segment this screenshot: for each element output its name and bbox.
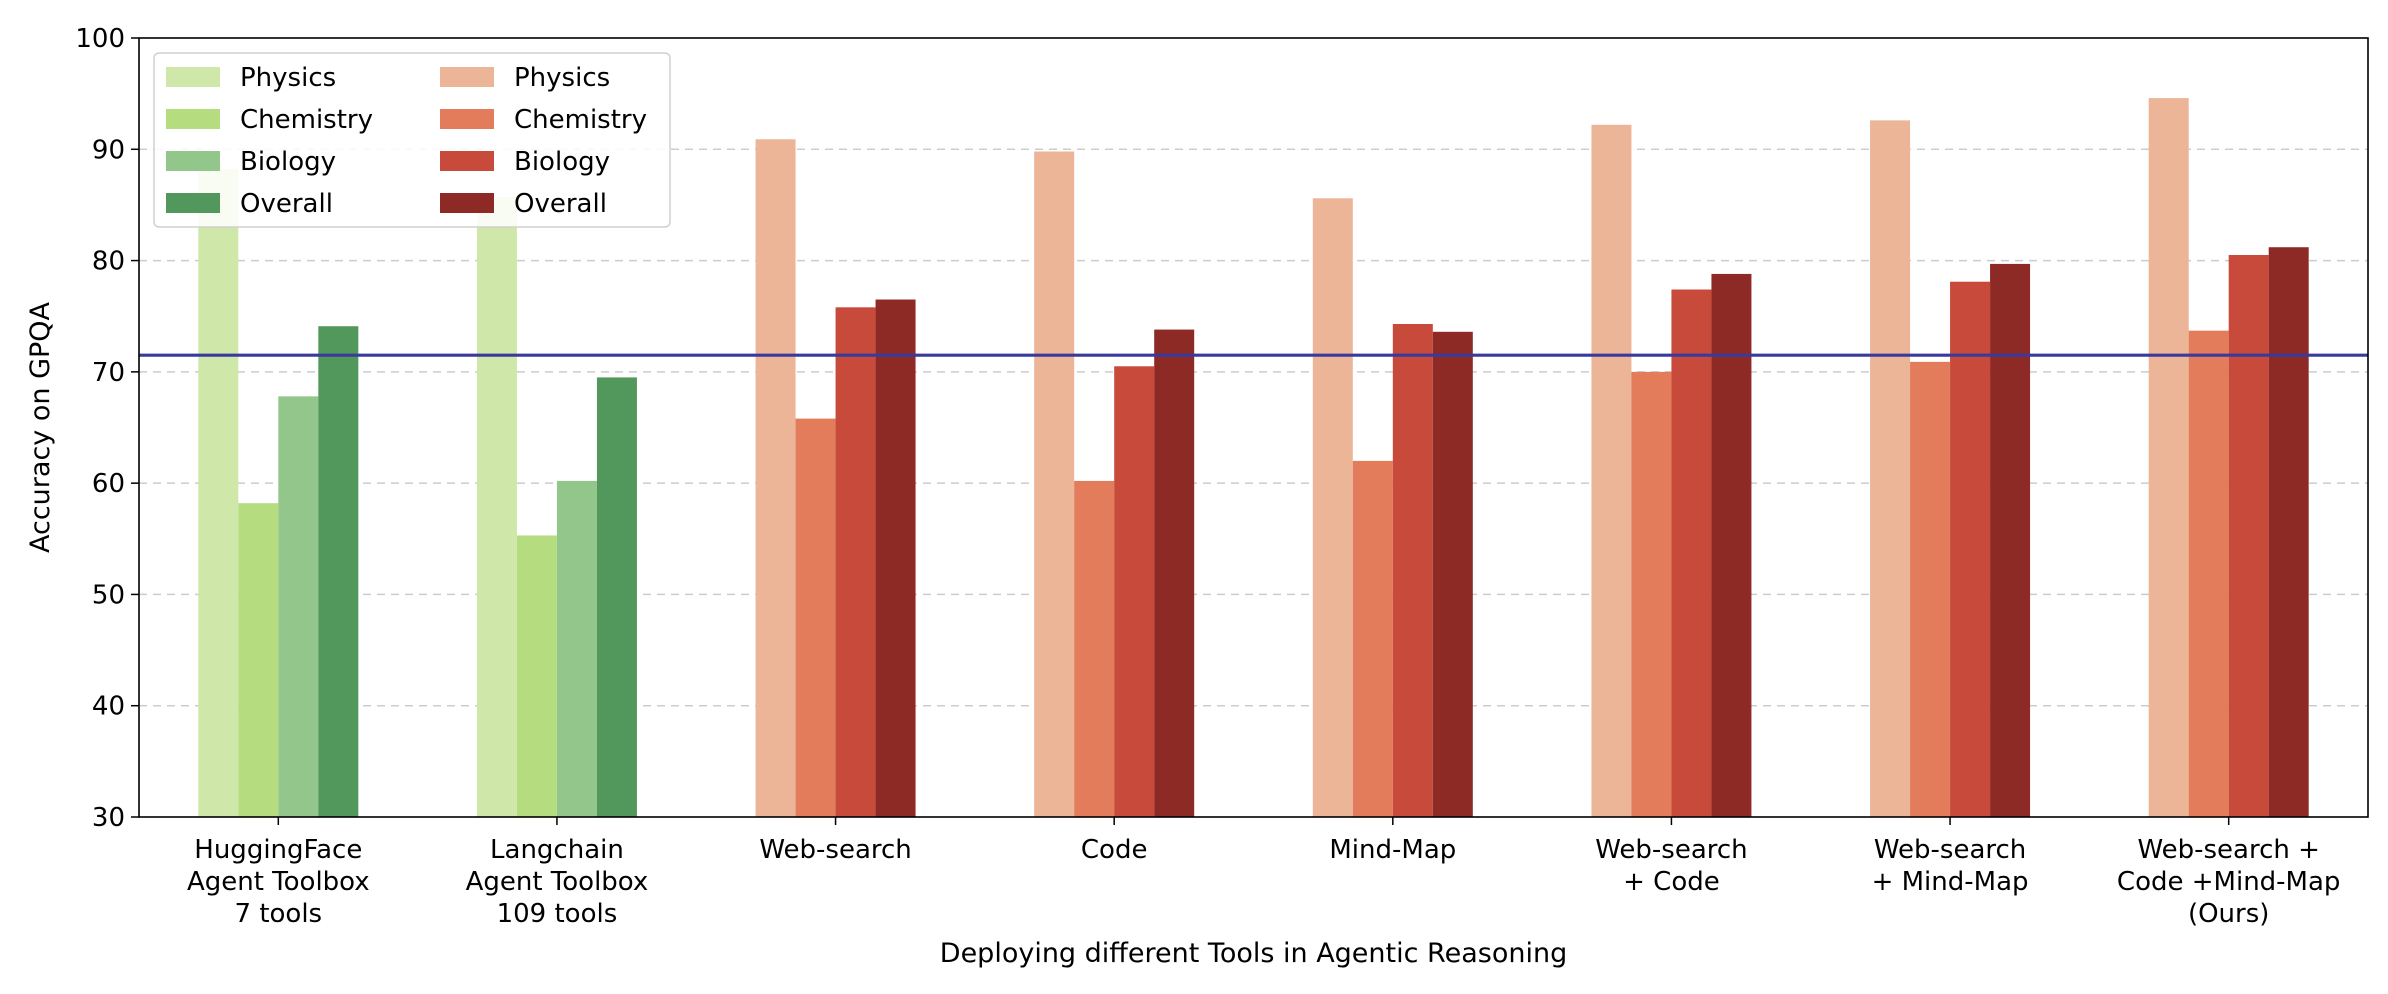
x-tick-label: Web-search [759, 835, 911, 865]
x-tick-label: HuggingFace [194, 835, 362, 865]
y-tick-label: 90 [92, 135, 125, 165]
bar-biology [278, 396, 319, 817]
legend-label: Chemistry [240, 105, 373, 135]
y-tick-label: 60 [92, 469, 125, 499]
bar-overall [596, 377, 637, 817]
y-tick-label: 30 [92, 803, 125, 833]
y-axis-label: Accuracy on GPQA [25, 301, 56, 553]
x-tick-label: Web-search [1874, 835, 2026, 865]
bar-overall [1154, 329, 1195, 817]
plot-frame [138, 37, 2369, 818]
bar-overall [318, 326, 359, 817]
x-tick-label: Langchain [490, 835, 624, 865]
y-tick-label: 40 [92, 692, 125, 722]
bar-chemistry [1352, 460, 1393, 817]
bar-chemistry [1074, 480, 1115, 817]
bar-biology [1114, 366, 1155, 817]
bar-chemistry [516, 535, 557, 817]
bar-chemistry [795, 418, 836, 817]
legend-label: Chemistry [514, 105, 647, 135]
legend-swatch [166, 67, 220, 87]
legend: Physics Chemistry Biology Overall Physics Che… [153, 52, 671, 228]
bar-physics [1591, 124, 1632, 817]
bar-physics [1034, 151, 1075, 818]
legend-swatch [440, 151, 494, 171]
x-tick-label: + Mind-Map [1872, 867, 2029, 897]
x-tick-label: 7 tools [235, 899, 323, 929]
bar-chemistry [1910, 361, 1951, 817]
bar-physics [198, 169, 239, 817]
legend-box [153, 52, 671, 228]
x-tick-label: Code [1081, 835, 1148, 865]
bars [198, 98, 2309, 818]
legend-label: Physics [240, 63, 336, 93]
bar-overall [1990, 263, 2031, 817]
y-tick-label: 80 [92, 247, 125, 277]
bar-chemistry [238, 503, 279, 817]
x-axis-label: Deploying different Tools in Agentic Rea… [940, 938, 1567, 969]
bar-biology [556, 480, 597, 817]
bar-physics [2148, 98, 2189, 817]
bar-overall [1711, 273, 1752, 817]
legend-label: Overall [514, 189, 607, 219]
bar-biology [1950, 281, 1991, 818]
y-tick-label: 70 [92, 358, 125, 388]
y-tick-label: 100 [75, 24, 125, 54]
x-tick-label: (Ours) [2188, 899, 2269, 929]
legend-swatch [166, 151, 220, 171]
bar-chemistry [1631, 371, 1672, 817]
x-tick-label: Code +Mind-Map [2117, 867, 2341, 897]
legend-swatch [166, 109, 220, 129]
x-tick-label: Agent Toolbox [466, 867, 649, 897]
bar-physics [755, 139, 796, 817]
bar-chemistry [2188, 330, 2229, 817]
legend-swatch [440, 109, 494, 129]
gridlines [139, 148, 2368, 707]
x-tick-label: Agent Toolbox [187, 867, 370, 897]
bar-overall [2268, 247, 2309, 817]
bar-biology [1671, 289, 1712, 817]
legend-label: Overall [240, 189, 333, 219]
bar-overall [1432, 331, 1473, 817]
y-axis-ticks: 30 40 50 60 70 80 90 100 [75, 24, 139, 833]
y-tick-label: 50 [92, 580, 125, 610]
legend-swatch [166, 193, 220, 213]
bar-physics [1312, 198, 1353, 817]
x-tick-label: 109 tools [497, 899, 618, 929]
bar-physics [1870, 120, 1911, 817]
legend-swatch [440, 67, 494, 87]
x-tick-label: Web-search [1595, 835, 1747, 865]
x-tick-label: + Code [1623, 867, 1720, 897]
bar-biology [835, 307, 876, 817]
bar-biology [1392, 324, 1433, 817]
legend-label: Biology [514, 147, 610, 177]
x-tick-label: Mind-Map [1329, 835, 1456, 865]
bar-overall [875, 299, 916, 817]
x-tick-label: Web-search + [2137, 835, 2319, 865]
legend-label: Physics [514, 63, 610, 93]
bar-biology [2228, 255, 2269, 817]
legend-swatch [440, 193, 494, 213]
legend-label: Biology [240, 147, 336, 177]
bar-physics [476, 197, 517, 818]
